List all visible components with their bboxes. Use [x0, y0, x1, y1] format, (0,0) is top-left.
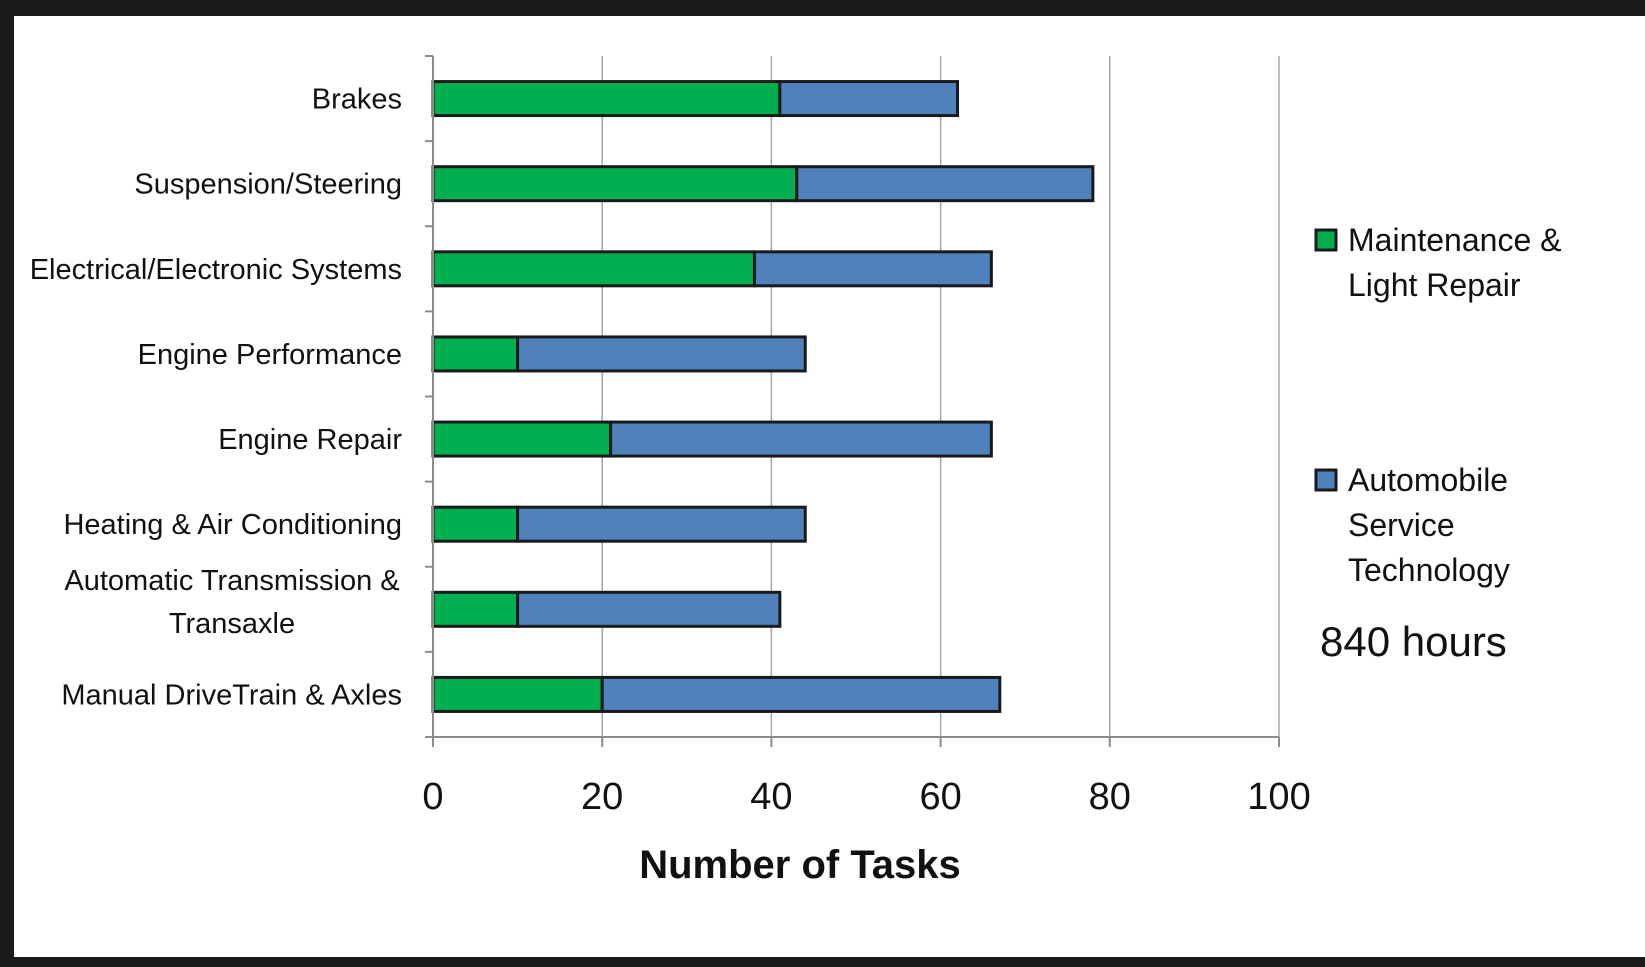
- x-tick-label: 80: [1089, 776, 1131, 818]
- legend-label-line: Service: [1348, 507, 1455, 543]
- hours-note: 840 hours: [1320, 618, 1507, 665]
- category-label: Heating & Air Conditioning: [63, 509, 402, 541]
- bar-segment-series-2: [516, 335, 807, 373]
- bar-segment-series-2: [795, 165, 1095, 203]
- gridlines: [601, 56, 1280, 737]
- axes: [425, 55, 1280, 747]
- x-tick-label: 100: [1247, 776, 1310, 818]
- bar-segment-series-2: [516, 590, 782, 628]
- bar-segment-series-1: [431, 590, 520, 628]
- category-label: Manual DriveTrain & Axles: [61, 679, 402, 711]
- legend-swatch-series-2: [1314, 468, 1338, 492]
- legend-label-line: Technology: [1348, 552, 1510, 588]
- bar-segment-series-2: [516, 505, 807, 543]
- x-tick-label: 20: [581, 776, 623, 818]
- x-tick-label: 60: [919, 776, 961, 818]
- bar-segment-series-2: [609, 420, 993, 458]
- category-labels: Brakes Suspension/Steering Electrical/Elec…: [30, 84, 403, 712]
- bar-segment-series-1: [431, 80, 782, 118]
- legend-label-series-2: Automobile Service Technology: [1348, 462, 1510, 588]
- bars: [431, 80, 1095, 713]
- category-label-line: Automatic Transmission &: [64, 565, 399, 597]
- category-label-line: Transaxle: [169, 608, 295, 640]
- legend-label-line: Maintenance &: [1348, 222, 1561, 258]
- x-tick-label: 0: [422, 776, 443, 818]
- bar-segment-series-1: [431, 250, 756, 288]
- bar-segment-series-1: [431, 165, 799, 203]
- legend-swatch-series-1: [1314, 228, 1338, 252]
- legend-label-line: Light Repair: [1348, 267, 1521, 303]
- category-label: Electrical/Electronic Systems: [30, 254, 402, 286]
- legend-label-series-1: Maintenance & Light Repair: [1348, 222, 1561, 303]
- category-label: Automatic Transmission & Transaxle: [64, 565, 399, 640]
- category-label: Brakes: [312, 84, 402, 116]
- category-label: Engine Repair: [218, 424, 402, 456]
- legend-label-line: Automobile: [1348, 462, 1508, 498]
- bar-segment-series-2: [778, 80, 960, 118]
- bar-segment-series-2: [600, 675, 1002, 713]
- category-label: Engine Performance: [138, 339, 402, 371]
- bar-segment-series-2: [752, 250, 993, 288]
- bar-segment-series-1: [431, 420, 613, 458]
- bar-segment-series-1: [431, 505, 520, 543]
- bar-segment-series-1: [431, 675, 604, 713]
- x-axis-title: Number of Tasks: [639, 843, 961, 887]
- category-label: Suspension/Steering: [134, 169, 402, 201]
- legend: Maintenance & Light Repair Automobile Servi…: [1314, 222, 1561, 588]
- x-tick-label: 40: [750, 776, 792, 818]
- bar-segment-series-1: [431, 335, 520, 373]
- x-tick-labels: 0 20 40 60 80 100: [422, 776, 1310, 818]
